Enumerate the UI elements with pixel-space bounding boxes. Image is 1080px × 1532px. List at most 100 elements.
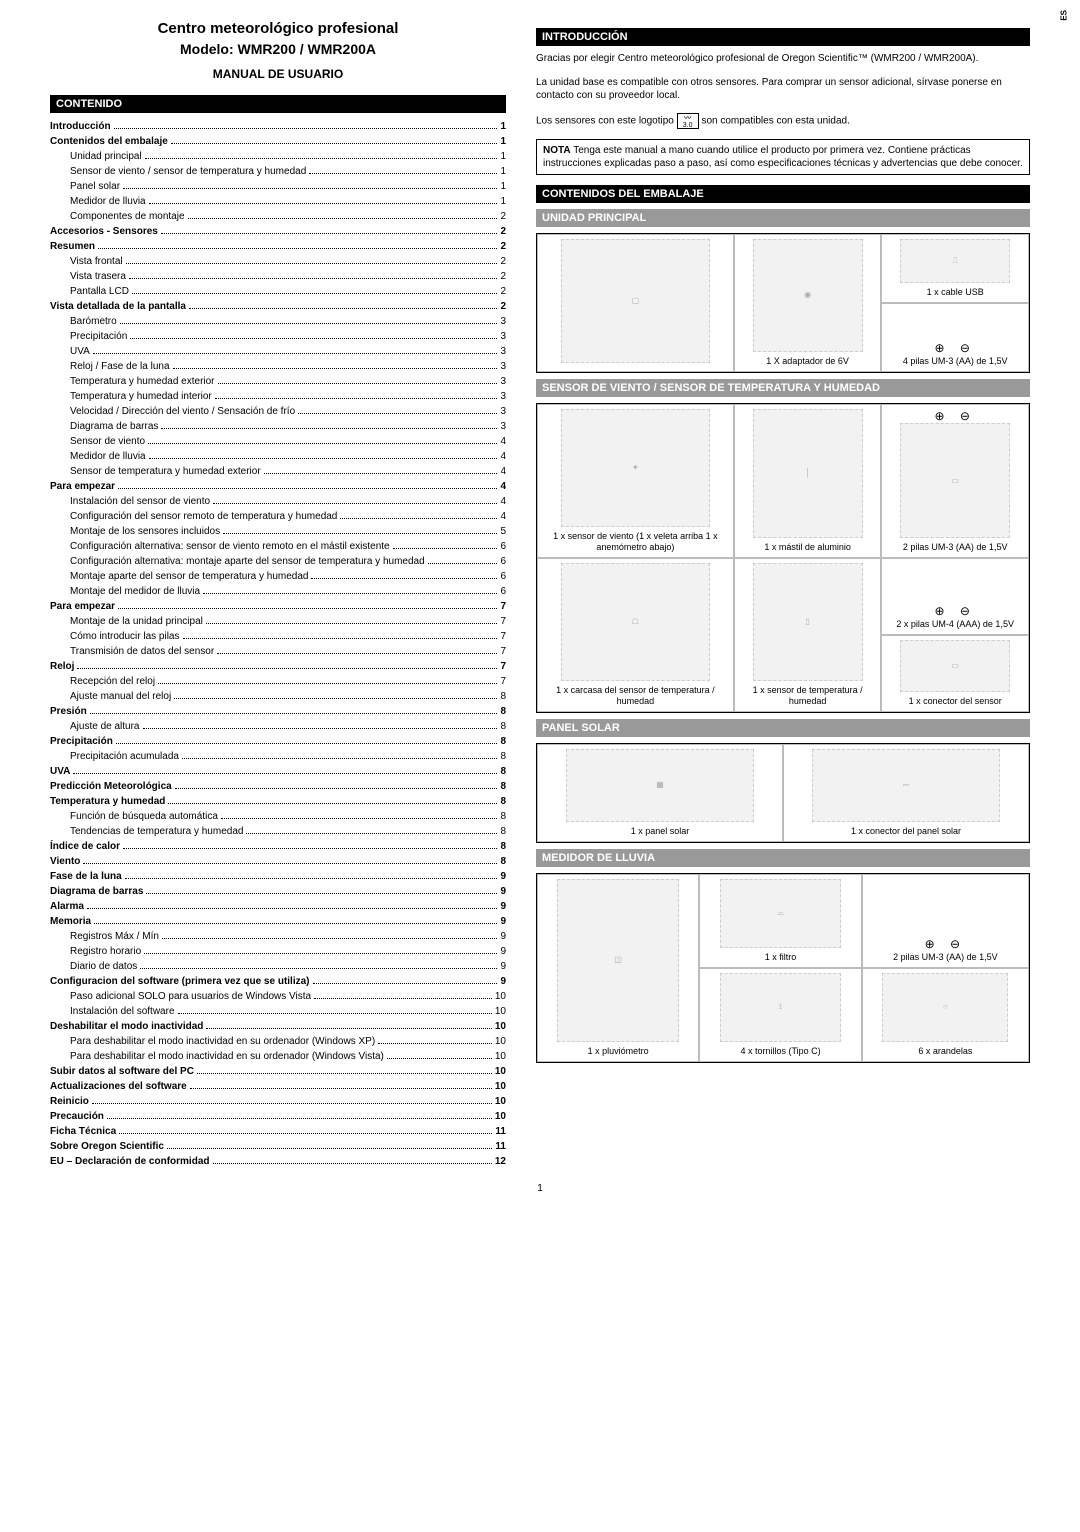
toc-dots: [183, 638, 498, 639]
toc-dots: [125, 878, 498, 879]
toc-entry: Velocidad / Dirección del viento / Sensa…: [50, 404, 506, 419]
toc-entry: Transmisión de datos del sensor7: [50, 644, 506, 659]
toc-page: 2: [500, 299, 506, 314]
toc-label: Accesorios - Sensores: [50, 224, 158, 239]
toc-page: 2: [500, 269, 506, 284]
toc-label: Sensor de viento / sensor de temperatura…: [70, 164, 306, 179]
toc-dots: [149, 458, 498, 459]
toc-dots: [93, 353, 498, 354]
toc-entry: Vista trasera2: [50, 269, 506, 284]
item-cell: ✦ 1 x sensor de viento (1 x veleta arrib…: [537, 404, 734, 558]
toc-dots: [215, 398, 498, 399]
toc-entry: Subir datos al software del PC10: [50, 1064, 506, 1079]
toc-page: 10: [495, 1004, 506, 1019]
product-image: ☖: [561, 563, 710, 681]
toc-label: Viento: [50, 854, 80, 869]
toc-entry: Accesorios - Sensores 2: [50, 224, 506, 239]
battery-icon: ⊕ ⊖: [934, 604, 975, 618]
toc-label: EU – Declaración de conformidad: [50, 1154, 210, 1169]
toc-entry: Unidad principal1: [50, 149, 506, 164]
toc-dots: [83, 863, 497, 864]
toc-label: Subir datos al software del PC: [50, 1064, 194, 1079]
item-caption: 1 x sensor de temperatura / humedad: [739, 685, 877, 707]
toc-entry: Predicción Meteorológica8: [50, 779, 506, 794]
toc-entry: Vista detallada de la pantalla2: [50, 299, 506, 314]
toc-dots: [428, 563, 498, 564]
contents-header: CONTENIDOS DEL EMBALAJE: [536, 185, 1030, 203]
compat-logo-icon: 〰3.0: [677, 113, 699, 129]
toc-page: 9: [500, 914, 506, 929]
toc-entry: Precipitación acumulada8: [50, 749, 506, 764]
toc-label: Diagrama de barras: [50, 884, 143, 899]
toc-page: 8: [500, 839, 506, 854]
toc-page: 2: [500, 224, 506, 239]
toc-page: 2: [500, 284, 506, 299]
toc-dots: [118, 608, 497, 609]
toc-dots: [94, 923, 497, 924]
toc-entry: Sensor de viento / sensor de temperatura…: [50, 164, 506, 179]
toc-page: 3: [500, 329, 506, 344]
toc-label: UVA: [70, 344, 90, 359]
item-cell: ◫ 1 x pluviómetro: [537, 874, 699, 1062]
toc-entry: Montaje aparte del sensor de temperatura…: [50, 569, 506, 584]
sensor-grid: ✦ 1 x sensor de viento (1 x veleta arrib…: [536, 403, 1030, 713]
toc-page: 2: [500, 254, 506, 269]
toc-label: Panel solar: [70, 179, 120, 194]
toc-dots: [174, 698, 497, 699]
item-caption: 1 x carcasa del sensor de temperatura / …: [542, 685, 729, 707]
item-cell: ◉ 1 X adaptador de 6V: [734, 234, 882, 372]
toc-entry: Medidor de lluvia4: [50, 449, 506, 464]
toc-dots: [178, 1013, 492, 1014]
item-cell: ⊕ ⊖ 4 pilas UM-3 (AA) de 1,5V: [881, 303, 1029, 372]
toc-entry: Fase de la luna9: [50, 869, 506, 884]
toc-dots: [118, 488, 497, 489]
toc-page: 6: [500, 569, 506, 584]
toc-label: Sensor de viento: [70, 434, 145, 449]
toc-label: Ajuste de altura: [70, 719, 140, 734]
toc-dots: [313, 983, 498, 984]
toc-dots: [218, 383, 498, 384]
product-image: ▭: [900, 423, 1010, 538]
toc-label: Para empezar: [50, 479, 115, 494]
toc-label: Medidor de lluvia: [70, 194, 146, 209]
toc-dots: [168, 803, 497, 804]
item-cell: ⊕ ⊖ ▭ 2 pilas UM-3 (AA) de 1,5V: [881, 404, 1029, 558]
toc-page: 10: [495, 1049, 506, 1064]
toc-dots: [162, 938, 498, 939]
toc-page: 7: [500, 674, 506, 689]
toc-dots: [87, 908, 498, 909]
toc-page: 10: [495, 1034, 506, 1049]
toc-entry: Índice de calor8: [50, 839, 506, 854]
item-cell: ⌓ 1 x filtro: [699, 874, 861, 968]
product-image: ⎓: [812, 749, 1001, 822]
item-caption: 1 x pluviómetro: [588, 1046, 649, 1057]
note-text: Tenga este manual a mano cuando utilice …: [543, 145, 1023, 169]
toc-page: 6: [500, 584, 506, 599]
toc-dots: [123, 188, 497, 189]
toc-dots: [190, 1088, 492, 1089]
toc-page: 10: [495, 1079, 506, 1094]
toc-page: 8: [500, 719, 506, 734]
toc-page: 9: [500, 959, 506, 974]
toc-entry: Contenidos del embalaje1: [50, 134, 506, 149]
toc-label: Predicción Meteorológica: [50, 779, 172, 794]
item-caption: 2 pilas UM-3 (AA) de 1,5V: [893, 952, 998, 963]
toc-entry: Memoria9: [50, 914, 506, 929]
table-of-contents: Introducción1Contenidos del embalaje1Uni…: [50, 119, 506, 1169]
product-image: ▦: [566, 749, 755, 822]
intro-text: Gracias por elegir Centro meteorológico …: [536, 52, 1030, 129]
toc-dots: [246, 833, 497, 834]
note-box: NOTA Tenga este manual a mano cuando uti…: [536, 139, 1030, 175]
panel-grid: ▦ 1 x panel solar ⎓ 1 x conector del pan…: [536, 743, 1030, 843]
right-column: INTRODUCCIÓN Gracias por elegir Centro m…: [536, 20, 1030, 1169]
product-image: ⎍: [900, 239, 1010, 283]
toc-page: 3: [500, 344, 506, 359]
toc-entry: Alarma9: [50, 899, 506, 914]
intro-p2: La unidad base es compatible con otros s…: [536, 76, 1030, 103]
doc-model: Modelo: WMR200 / WMR200A: [50, 41, 506, 57]
toc-page: 7: [500, 599, 506, 614]
toc-page: 1: [500, 119, 506, 134]
toc-entry: Temperatura y humedad interior3: [50, 389, 506, 404]
item-cell: │ 1 x mástil de aluminio: [734, 404, 882, 558]
toc-entry: UVA 3: [50, 344, 506, 359]
